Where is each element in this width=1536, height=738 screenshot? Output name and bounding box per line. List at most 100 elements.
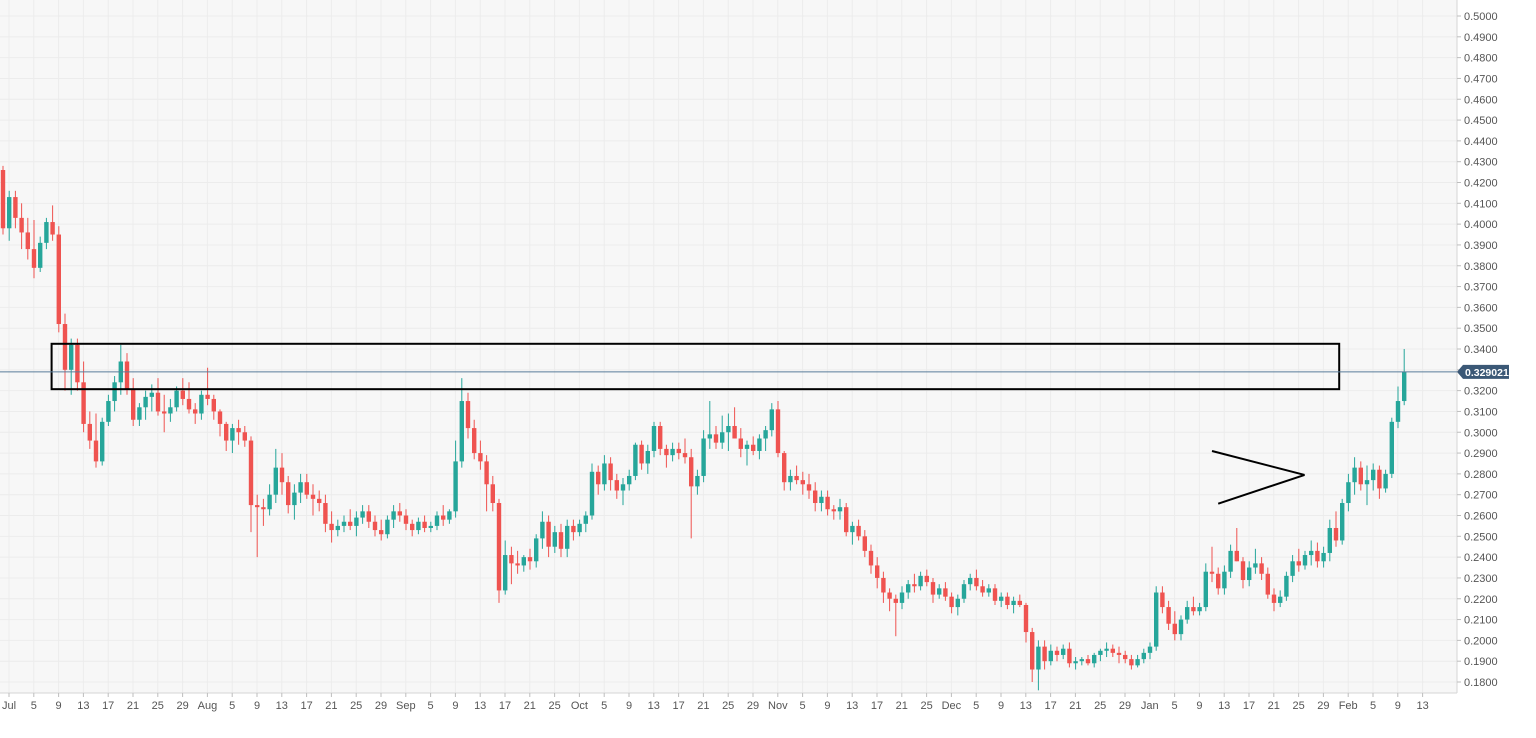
x-tick-label: 29 <box>176 700 188 712</box>
candle-body <box>106 401 111 422</box>
candle-body <box>974 577 979 587</box>
y-tick-label: 0.2900 <box>1464 448 1498 460</box>
candle-body <box>180 390 185 399</box>
candle-body <box>906 584 911 593</box>
candles <box>0 165 1407 691</box>
candle-body <box>348 521 353 526</box>
candle-body <box>75 344 80 383</box>
candle-body <box>992 588 998 601</box>
candle-body <box>1240 561 1246 581</box>
candle-body <box>1271 594 1277 603</box>
candle-body <box>1389 421 1394 474</box>
candle-body <box>676 448 681 454</box>
candle-body <box>831 509 836 512</box>
candle-body <box>261 507 266 510</box>
y-tick-label: 0.1900 <box>1464 656 1498 668</box>
y-tick-label: 0.4700 <box>1464 73 1498 85</box>
candle-body <box>1358 467 1363 485</box>
candle-body <box>310 494 316 499</box>
candle-body <box>546 521 551 547</box>
candle-body <box>726 426 731 433</box>
candle-body <box>800 480 805 485</box>
candle-body <box>0 170 6 229</box>
x-tick-label: 29 <box>1317 700 1329 712</box>
candle-body <box>1265 573 1270 595</box>
x-tick-label: Dec <box>942 700 962 712</box>
candle-body <box>1352 467 1357 483</box>
candle-body <box>738 438 743 449</box>
candle-body <box>794 475 799 481</box>
candle-body <box>1067 648 1072 664</box>
candle-body <box>1395 401 1401 422</box>
candle-body <box>7 197 12 229</box>
candle-body <box>1228 550 1233 572</box>
x-axis[interactable]: Jul 5 9 13 17 21 25 29 Aug 5 9 13 17 21 25 29 Sep 5 9 13 17 2… <box>2 693 1429 712</box>
x-tick-label: 21 <box>127 700 139 712</box>
candle-body <box>744 444 750 449</box>
x-tick-label: 17 <box>1044 700 1056 712</box>
candle-body <box>1321 552 1326 562</box>
candle-body <box>279 467 285 483</box>
candle-body <box>1253 563 1258 568</box>
candle-body <box>937 588 942 595</box>
candle-body <box>751 444 756 451</box>
candle-body <box>1160 592 1165 608</box>
candle-body <box>912 584 917 587</box>
candle-body <box>614 480 619 491</box>
candle-body <box>695 475 700 487</box>
candle-body <box>658 426 663 449</box>
candle-body <box>428 525 433 528</box>
candle-body <box>1209 571 1215 574</box>
candle-body <box>224 423 229 441</box>
candle-body <box>372 521 378 531</box>
candle-body <box>924 575 929 583</box>
candle-body <box>38 242 43 268</box>
y-tick-label: 0.2700 <box>1464 490 1498 502</box>
candle-body <box>397 511 402 516</box>
x-tick-label: 17 <box>102 700 114 712</box>
candle-body <box>410 523 415 531</box>
x-tick-label: 9 <box>452 700 458 712</box>
candle-body <box>1123 654 1128 660</box>
candle-body <box>168 407 173 414</box>
candle-body <box>899 592 905 603</box>
last-price-label: 0.329021 <box>1465 367 1509 379</box>
candle-body <box>813 490 818 504</box>
candle-body <box>999 596 1004 601</box>
candle-body <box>1147 646 1153 653</box>
candle-body <box>862 536 867 551</box>
x-tick-label: 13 <box>1416 700 1428 712</box>
y-axis[interactable]: 0.5000 0.4900 0.4800 0.4700 0.4600 0.4500 0.44… <box>1457 11 1498 689</box>
candle-body <box>230 428 235 441</box>
candle-body <box>1333 527 1339 541</box>
candle-body <box>620 484 626 491</box>
candle-body <box>868 550 874 566</box>
candle-body <box>602 463 607 485</box>
x-tick-label: 25 <box>350 700 362 712</box>
candle-body <box>1222 571 1227 589</box>
candle-body <box>893 598 898 603</box>
x-tick-label: 21 <box>1268 700 1280 712</box>
x-tick-label: 13 <box>1020 700 1032 712</box>
candle-body <box>211 398 216 412</box>
candle-body <box>465 401 471 429</box>
x-tick-label: 17 <box>1243 700 1255 712</box>
candle-body <box>323 503 328 524</box>
candle-body <box>608 463 613 481</box>
candle-body <box>1042 646 1047 662</box>
y-tick-label: 0.4200 <box>1464 178 1498 190</box>
candle-body <box>961 584 967 599</box>
candle-body <box>1309 550 1314 556</box>
candle-body <box>769 409 774 431</box>
candle-body <box>341 521 347 526</box>
candle-body <box>1203 571 1208 608</box>
candle-body <box>788 475 793 483</box>
y-tick-label: 0.3400 <box>1464 344 1498 356</box>
candle-body <box>930 582 936 595</box>
x-tick-label: 13 <box>77 700 89 712</box>
candle-body <box>850 525 855 533</box>
y-tick-label: 0.2100 <box>1464 615 1498 627</box>
candle-body <box>571 525 576 533</box>
candle-body <box>248 440 254 506</box>
